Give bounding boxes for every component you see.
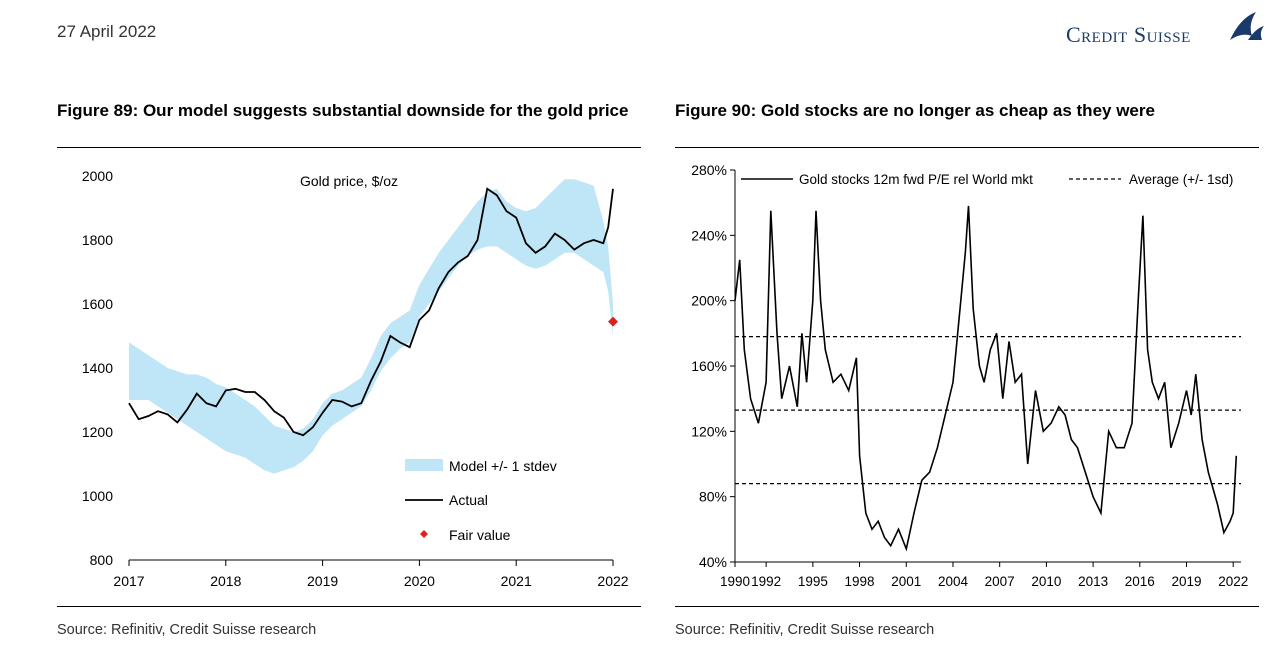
y-tick-label: 80% xyxy=(699,489,727,505)
legend-point-swatch xyxy=(420,530,428,538)
actual-line xyxy=(128,187,614,437)
model-band xyxy=(129,179,613,474)
legend-line-label: Actual xyxy=(449,492,488,508)
y-tick-label: 160% xyxy=(691,358,727,374)
y-tick-label: 1800 xyxy=(82,232,113,248)
y-tick-label: 1000 xyxy=(82,488,113,504)
legend-band-label: Model +/- 1 stdev xyxy=(449,458,557,474)
y-tick-label: 1200 xyxy=(82,424,113,440)
x-tick-label: 2016 xyxy=(1125,574,1155,589)
y-tick-label: 240% xyxy=(691,227,727,243)
credit-suisse-logo: Credit Suisse xyxy=(1066,12,1266,54)
x-tick-label: 2019 xyxy=(307,573,338,589)
y-tick-label: 280% xyxy=(691,162,727,178)
legend-band-swatch xyxy=(405,459,443,471)
x-tick-label: 1998 xyxy=(845,574,875,589)
x-tick-label: 2010 xyxy=(1031,574,1061,589)
report-date: 27 April 2022 xyxy=(57,22,157,41)
figure-90-source: Source: Refinitiv, Credit Suisse researc… xyxy=(675,622,935,638)
legend-dashed-label: Average (+/- 1sd) xyxy=(1129,172,1233,187)
y-tick-label: 120% xyxy=(691,423,727,439)
pe-line xyxy=(734,205,1238,552)
x-tick-label: 1992 xyxy=(751,574,781,589)
x-tick-label: 2022 xyxy=(1218,574,1248,589)
x-tick-label: 2017 xyxy=(113,573,144,589)
x-tick-label: 2007 xyxy=(985,574,1015,589)
figure-90-title: Figure 90: Gold stocks are no longer as … xyxy=(675,101,1155,120)
figure-89-source: Source: Refinitiv, Credit Suisse researc… xyxy=(57,622,317,638)
figure-89-top-rule xyxy=(57,147,641,148)
fair-value-point xyxy=(608,316,618,327)
y-tick-label: 200% xyxy=(691,293,727,309)
y-tick-label: 1400 xyxy=(82,360,113,376)
x-tick-label: 2022 xyxy=(597,573,628,589)
legend-point-label: Fair value xyxy=(449,527,511,543)
x-tick-label: 2019 xyxy=(1171,574,1201,589)
figure-89-chart: 2017 2018 2019 2020 2021 2022 800 1000 1200 1400 1… xyxy=(82,168,629,589)
x-tick-label: 2004 xyxy=(938,574,969,589)
x-tick-label: 2013 xyxy=(1078,574,1108,589)
x-tick-label: 1990 xyxy=(720,574,750,589)
sails-icon xyxy=(1230,12,1264,40)
y-tick-label: 40% xyxy=(699,554,727,570)
figure-90-bottom-rule xyxy=(675,606,1259,607)
y-tick-label: 1600 xyxy=(82,296,113,312)
y-tick-label: 2000 xyxy=(82,168,113,184)
x-tick-label: 2020 xyxy=(404,573,435,589)
x-tick-label: 1995 xyxy=(798,574,828,589)
y-tick-label: 800 xyxy=(90,552,114,568)
figure-90-chart: 40% 80% 120% 160% 200% 240% 280% 1990 1992 1995 19… xyxy=(691,162,1248,589)
x-tick-label: 2021 xyxy=(501,573,532,589)
brand-name: Credit Suisse xyxy=(1066,22,1191,47)
figure-89-title: Figure 89: Our model suggests substantia… xyxy=(57,101,629,120)
x-tick-label: 2018 xyxy=(210,573,241,589)
x-tick-label: 2001 xyxy=(891,574,921,589)
figure-89-bottom-rule xyxy=(57,606,641,607)
chart-title: Gold price, $/oz xyxy=(300,173,398,189)
legend-line-label: Gold stocks 12m fwd P/E rel World mkt xyxy=(799,172,1033,187)
figure-90-top-rule xyxy=(675,147,1259,148)
